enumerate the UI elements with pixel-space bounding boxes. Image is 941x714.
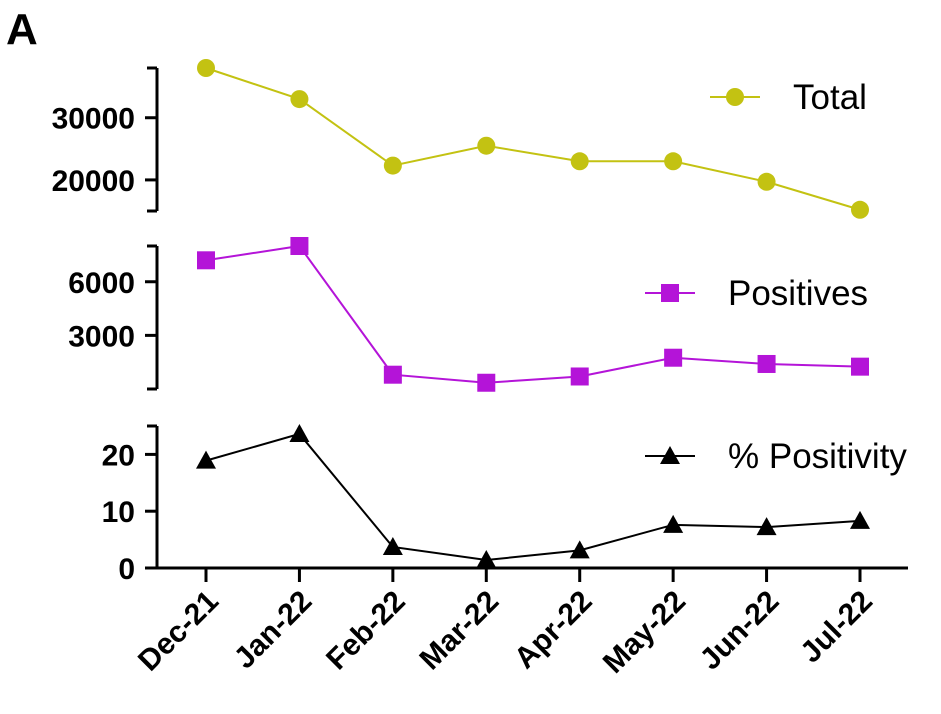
data-point bbox=[756, 517, 777, 536]
legend-label: % Positivity bbox=[728, 437, 907, 476]
data-point bbox=[850, 510, 870, 529]
y-tick-label: 0 bbox=[118, 553, 135, 586]
legend-marker bbox=[661, 284, 679, 302]
data-point bbox=[197, 59, 215, 77]
data-point bbox=[851, 200, 869, 219]
y-tick-label: 20000 bbox=[52, 165, 135, 198]
chart-marks bbox=[196, 59, 870, 569]
legend-label: Total bbox=[793, 78, 867, 117]
data-point bbox=[289, 423, 310, 442]
legend-marker bbox=[726, 88, 744, 106]
data-point bbox=[476, 550, 497, 569]
data-point bbox=[757, 172, 776, 191]
legend-marker bbox=[660, 446, 680, 464]
data-point bbox=[382, 536, 403, 555]
y-tick-label: 10 bbox=[102, 496, 135, 529]
series-line bbox=[205, 244, 861, 384]
data-point bbox=[477, 136, 496, 155]
x-tick-label: Mar-22 bbox=[414, 585, 506, 677]
data-point bbox=[290, 237, 309, 255]
panel-label: A bbox=[6, 5, 38, 54]
y-tick-label: 30000 bbox=[52, 103, 135, 136]
x-tick-label: Apr-22 bbox=[508, 585, 599, 676]
x-tick-label: Jul-22 bbox=[794, 585, 879, 670]
y-tick-label: 20 bbox=[102, 439, 135, 472]
data-point bbox=[570, 152, 589, 171]
data-point bbox=[663, 514, 684, 533]
data-point bbox=[851, 357, 869, 376]
data-point bbox=[569, 540, 590, 559]
series-line bbox=[205, 67, 861, 211]
x-tick-label: Jan-22 bbox=[228, 585, 319, 676]
legend: Total Positives % Positivity bbox=[645, 78, 907, 476]
axes: 20000 30000 3000 6000 0 10 20 bbox=[52, 66, 908, 586]
data-point bbox=[383, 156, 402, 175]
x-tick-label: Dec-21 bbox=[132, 585, 225, 678]
x-tick-label: May-22 bbox=[597, 585, 692, 680]
data-point bbox=[757, 354, 776, 373]
data-point bbox=[664, 348, 683, 367]
x-tick-label: Feb-22 bbox=[320, 585, 412, 677]
data-point bbox=[570, 367, 589, 386]
series-line bbox=[205, 432, 861, 562]
data-point bbox=[196, 450, 216, 469]
y-tick-label: 3000 bbox=[68, 320, 135, 353]
y-tick-label: 6000 bbox=[68, 267, 135, 300]
data-point bbox=[290, 90, 309, 109]
x-tick-label: Jun-22 bbox=[694, 585, 786, 677]
data-point bbox=[477, 373, 496, 392]
data-point bbox=[197, 251, 215, 270]
legend-label: Positives bbox=[728, 274, 868, 313]
data-point bbox=[383, 365, 402, 384]
data-point bbox=[664, 152, 683, 171]
